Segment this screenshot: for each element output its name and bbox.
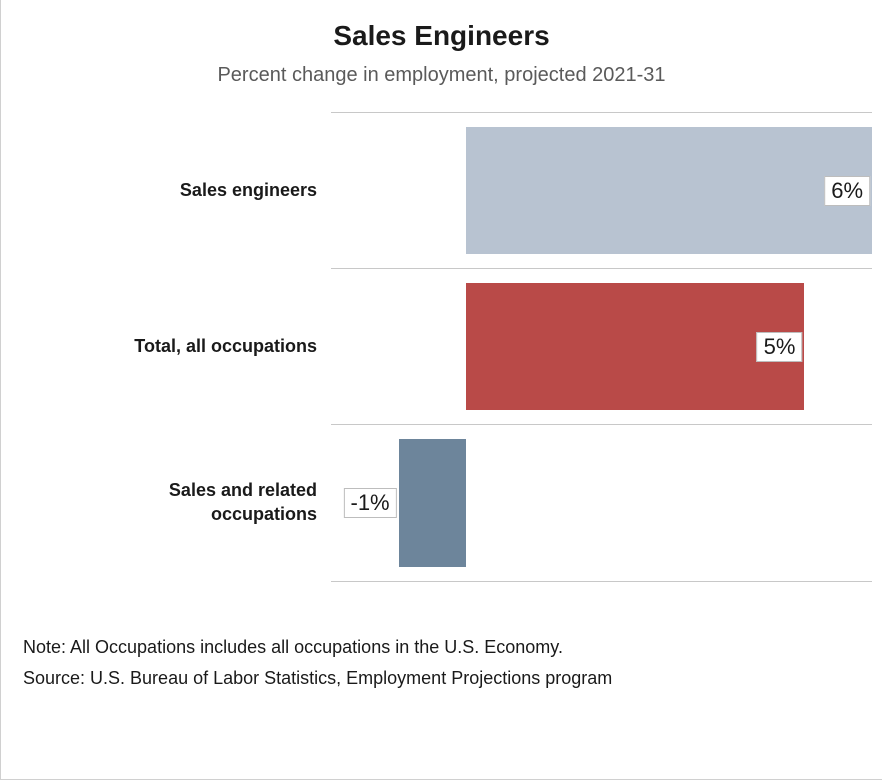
bar <box>399 439 467 567</box>
bar-row: 5% <box>331 269 872 425</box>
bar-value-label: 5% <box>757 332 803 362</box>
category-label: Sales engineers <box>11 112 331 268</box>
chart-container: Sales Engineers Percent change in employ… <box>0 0 882 780</box>
bar <box>466 283 804 410</box>
source-text: Source: U.S. Bureau of Labor Statistics,… <box>23 663 872 694</box>
chart-title: Sales Engineers <box>11 20 872 52</box>
bar-row: 6% <box>331 113 872 269</box>
bar-value-label: 6% <box>824 176 870 206</box>
bar-row: -1% <box>331 425 872 581</box>
footnotes: Note: All Occupations includes all occup… <box>11 632 872 693</box>
plot-area: 6% 5% -1% <box>331 112 872 582</box>
bar <box>466 127 872 254</box>
bar-value-label: -1% <box>344 488 397 518</box>
chart-area: Sales engineers Total, all occupations S… <box>11 112 872 582</box>
category-label: Total, all occupations <box>11 268 331 424</box>
category-labels-column: Sales engineers Total, all occupations S… <box>11 112 331 582</box>
category-label: Sales and related occupations <box>11 424 331 580</box>
chart-subtitle: Percent change in employment, projected … <box>11 64 872 87</box>
note-text: Note: All Occupations includes all occup… <box>23 632 872 663</box>
